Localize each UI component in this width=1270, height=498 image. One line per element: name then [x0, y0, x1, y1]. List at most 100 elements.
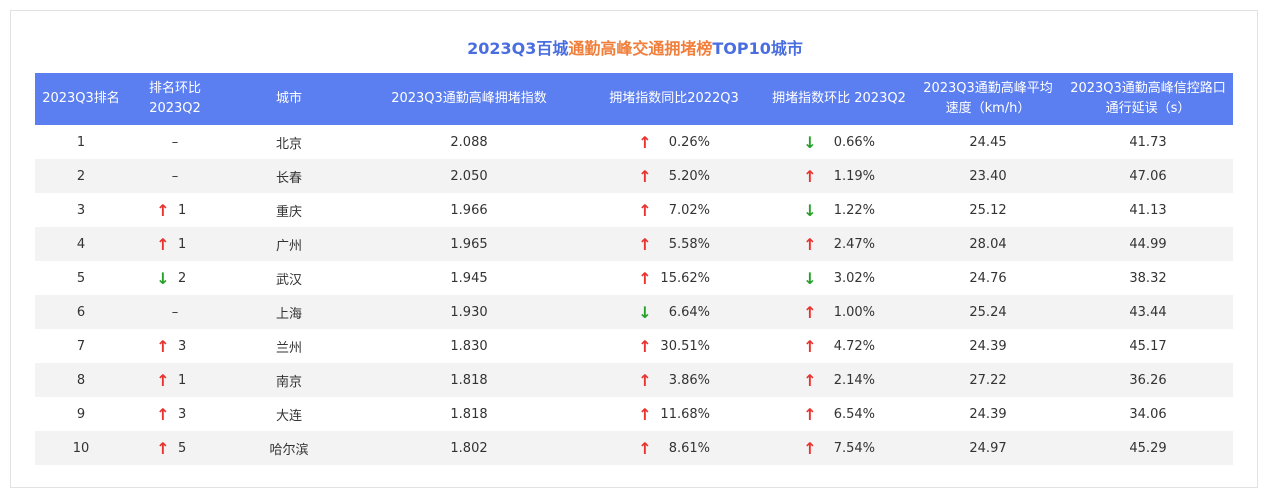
header-rank: 2023Q3排名 — [35, 73, 127, 125]
cell-yoy-value: 7.02% — [668, 202, 710, 218]
table-row: 5 ↓ 2 武汉 1.945 ↑ 15.62% ↓ 3.02% 24.76 38.32 — [35, 261, 1233, 295]
cell-congestion-index: 2.050 — [355, 159, 583, 193]
cell-congestion-index: 1.818 — [355, 363, 583, 397]
cell-congestion-index: 2.088 — [450, 134, 488, 150]
arrow-down-icon: ↓ — [638, 302, 652, 322]
cell-qoq: ↑ 2.47% — [765, 227, 913, 261]
title-part-top10: TOP10城市 — [712, 39, 803, 58]
table-row: 9 ↑ 3 大连 1.818 ↑ 11.68% ↑ 6.54% 24.39 34.06 — [35, 397, 1233, 431]
congestion-ranking-table: 2023Q3排名 排名环比 2023Q2 城市 2023Q3通勤高峰拥堵指数 拥… — [35, 73, 1233, 465]
cell-city: 长春 — [223, 159, 355, 193]
table-row: 2 – 长春 2.050 ↑ 5.20% ↑ 1.19% 23.40 47.06 — [35, 159, 1233, 193]
cell-rank: 3 — [76, 202, 86, 218]
ranking-card: 2023Q3百城通勤高峰交通拥堵榜TOP10城市 2023Q3排名 排名环比 2… — [10, 10, 1258, 488]
cell-qoq-value: 2.47% — [833, 236, 875, 252]
cell-rank: 9 — [76, 406, 86, 422]
arrow-down-icon: ↓ — [156, 268, 170, 288]
cell-rank-change: ↑ 1 — [127, 227, 223, 261]
page-title: 2023Q3百城通勤高峰交通拥堵榜TOP10城市 — [11, 35, 1259, 59]
cell-yoy: ↑ 5.58% — [583, 227, 765, 261]
cell-congestion-index: 1.930 — [355, 295, 583, 329]
cell-qoq: ↑ 4.72% — [765, 329, 913, 363]
cell-avg-speed: 27.22 — [913, 363, 1063, 397]
cell-qoq-value: 4.72% — [833, 338, 875, 354]
cell-avg-speed: 23.40 — [913, 159, 1063, 193]
cell-yoy-value: 6.64% — [668, 304, 710, 320]
cell-qoq-value: 6.54% — [833, 406, 875, 422]
cell-rank: 4 — [35, 227, 127, 261]
cell-congestion-index: 1.945 — [450, 270, 488, 286]
cell-rank-change-value: – — [171, 304, 179, 320]
cell-qoq-value: 1.22% — [833, 202, 875, 218]
arrow-up-icon: ↑ — [803, 370, 817, 390]
cell-avg-speed: 24.97 — [913, 431, 1063, 465]
cell-yoy: ↑ 5.20% — [583, 159, 765, 193]
cell-qoq-value: 1.19% — [833, 168, 875, 184]
arrow-up-icon: ↑ — [638, 132, 652, 152]
cell-qoq-value: 3.02% — [833, 270, 875, 286]
cell-intersection-delay: 45.29 — [1063, 431, 1233, 465]
cell-congestion-index: 1.802 — [355, 431, 583, 465]
cell-city: 大连 — [275, 408, 302, 424]
cell-avg-speed: 24.76 — [969, 270, 1007, 286]
arrow-up-icon: ↑ — [156, 200, 170, 220]
cell-intersection-delay: 36.26 — [1063, 363, 1233, 397]
cell-yoy: ↑ 3.86% — [583, 363, 765, 397]
cell-congestion-index: 1.965 — [355, 227, 583, 261]
arrow-up-icon: ↑ — [803, 166, 817, 186]
cell-city: 哈尔滨 — [223, 431, 355, 465]
cell-intersection-delay: 41.13 — [1129, 202, 1167, 218]
cell-rank: 2 — [35, 159, 127, 193]
table-row: 4 ↑ 1 广州 1.965 ↑ 5.58% ↑ 2.47% 28.04 44.99 — [35, 227, 1233, 261]
cell-yoy: ↓ 6.64% — [583, 295, 765, 329]
arrow-up-icon: ↑ — [156, 438, 170, 458]
header-rank-change: 排名环比 2023Q2 — [127, 73, 223, 125]
cell-intersection-delay: 41.73 — [1129, 134, 1167, 150]
arrow-up-icon: ↑ — [803, 404, 817, 424]
cell-rank-change-value: 1 — [178, 202, 187, 218]
cell-qoq-value: 2.14% — [833, 372, 875, 388]
cell-yoy-value: 0.26% — [668, 134, 710, 150]
cell-city: 南京 — [223, 363, 355, 397]
header-congestion-index: 2023Q3通勤高峰拥堵指数 — [355, 73, 583, 125]
arrow-down-icon: ↓ — [803, 200, 817, 220]
cell-city: 武汉 — [275, 272, 302, 288]
header-intersection-delay: 2023Q3通勤高峰信控路口 通行延误（s） — [1063, 73, 1233, 125]
cell-city: 广州 — [223, 227, 355, 261]
cell-avg-speed: 24.39 — [969, 338, 1007, 354]
cell-rank-change-value: – — [171, 134, 179, 150]
arrow-down-icon: ↓ — [803, 268, 817, 288]
cell-yoy-value: 3.86% — [668, 372, 710, 388]
cell-rank-change-value: 1 — [178, 236, 187, 252]
cell-rank: 6 — [35, 295, 127, 329]
arrow-up-icon: ↑ — [156, 404, 170, 424]
cell-intersection-delay: 34.06 — [1129, 406, 1167, 422]
arrow-up-icon: ↑ — [156, 336, 170, 356]
table-row: 8 ↑ 1 南京 1.818 ↑ 3.86% ↑ 2.14% 27.22 36.26 — [35, 363, 1233, 397]
cell-yoy-value: 8.61% — [668, 440, 710, 456]
cell-rank-change: – — [127, 125, 223, 159]
arrow-up-icon: ↑ — [638, 166, 652, 186]
arrow-up-icon: ↑ — [638, 234, 652, 254]
arrow-up-icon: ↑ — [803, 336, 817, 356]
cell-qoq-value: 0.66% — [833, 134, 875, 150]
cell-avg-speed: 24.45 — [969, 134, 1007, 150]
cell-qoq: ↓ 0.66% — [765, 125, 913, 159]
table-row: 10 ↑ 5 哈尔滨 1.802 ↑ 8.61% ↑ 7.54% 24.97 45.29 — [35, 431, 1233, 465]
cell-qoq-value: 7.54% — [833, 440, 875, 456]
cell-rank-change: – — [127, 159, 223, 193]
cell-qoq: ↑ 7.54% — [765, 431, 913, 465]
cell-yoy: ↑ 30.51% — [583, 329, 765, 363]
cell-rank: 10 — [35, 431, 127, 465]
table-row: 7 ↑ 3 兰州 1.830 ↑ 30.51% ↑ 4.72% 24.39 45.17 — [35, 329, 1233, 363]
cell-rank-change: ↑ 3 — [127, 397, 223, 431]
cell-intersection-delay: 47.06 — [1063, 159, 1233, 193]
cell-city: 兰州 — [275, 340, 302, 356]
cell-rank-change-value: 3 — [178, 338, 187, 354]
cell-qoq-value: 1.00% — [833, 304, 875, 320]
arrow-up-icon: ↑ — [803, 438, 817, 458]
cell-city: 上海 — [223, 295, 355, 329]
arrow-up-icon: ↑ — [803, 302, 817, 322]
cell-qoq: ↑ 6.54% — [765, 397, 913, 431]
cell-yoy: ↑ 7.02% — [583, 193, 765, 227]
